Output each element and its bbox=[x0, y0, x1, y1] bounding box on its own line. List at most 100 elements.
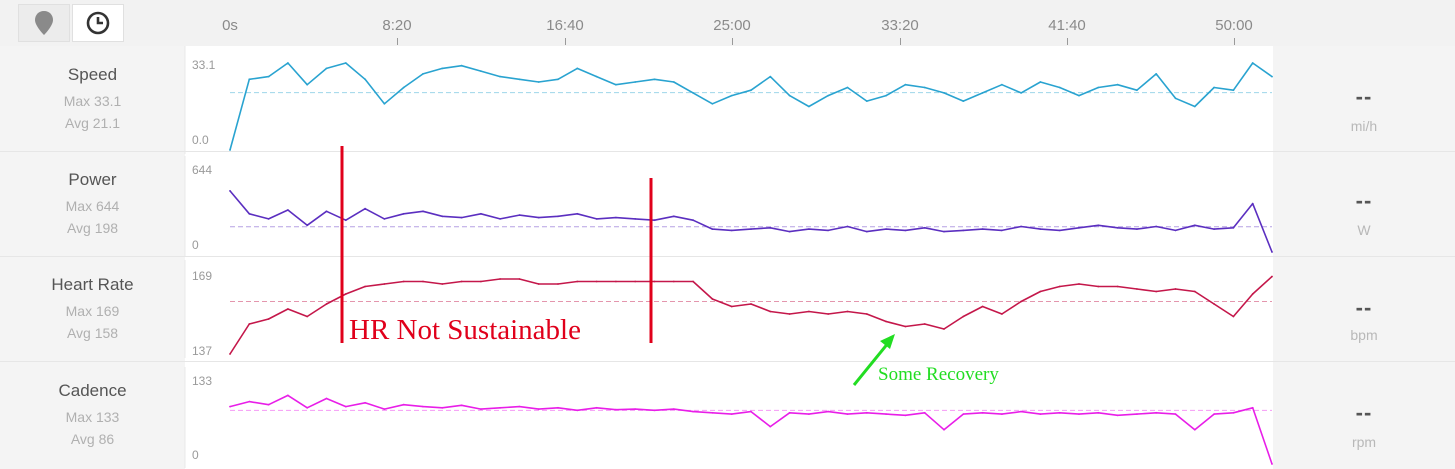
cadence-data-point bbox=[885, 413, 887, 415]
cadence-data-point bbox=[1174, 413, 1177, 415]
recovery-arrow-shaft bbox=[852, 341, 891, 386]
heart-rate-row: Heart Rate Max 169 Avg 158 -- bpm bbox=[0, 257, 1455, 361]
heart-rate-data-point bbox=[1174, 288, 1177, 290]
map-view-button[interactable] bbox=[18, 4, 70, 42]
row-divider bbox=[0, 151, 1455, 152]
heart-rate-data-point bbox=[962, 315, 965, 318]
power-axis-max-label: 644 bbox=[192, 163, 212, 177]
power-data-point bbox=[904, 229, 907, 232]
heart-rate-data-point bbox=[1193, 290, 1196, 293]
speed-data-point bbox=[730, 94, 733, 97]
power-data-point bbox=[344, 219, 347, 222]
speed-data-point bbox=[480, 70, 482, 72]
cadence-current-value: -- bbox=[1355, 400, 1373, 425]
heart-rate-data-point bbox=[1039, 290, 1042, 293]
heart-rate-data-point bbox=[537, 283, 540, 285]
heart-rate-data-point bbox=[1251, 293, 1254, 295]
speed-data-point bbox=[923, 86, 926, 89]
heart-rate-data-point bbox=[267, 318, 270, 320]
speed-data-point bbox=[1020, 92, 1022, 94]
power-data-point bbox=[923, 226, 926, 229]
speed-data-point bbox=[1078, 94, 1080, 97]
power-data-point bbox=[364, 207, 366, 210]
cadence-data-point bbox=[981, 411, 984, 414]
cadence-data-point bbox=[557, 406, 559, 409]
cadence-data-point bbox=[383, 408, 386, 410]
time-view-button[interactable] bbox=[72, 4, 124, 42]
power-data-point bbox=[769, 226, 772, 229]
heart-rate-title: Heart Rate bbox=[51, 274, 134, 294]
heart-rate-data-point bbox=[402, 280, 405, 283]
power-data-point bbox=[480, 212, 482, 215]
cadence-data-point bbox=[808, 413, 810, 415]
cadence-unit: rpm bbox=[1351, 434, 1377, 450]
cadence-data-point bbox=[827, 410, 830, 413]
time-tick-label: 16:40 bbox=[546, 17, 584, 34]
cadence-data-point bbox=[1039, 413, 1042, 415]
speed-data-point bbox=[1097, 86, 1100, 89]
heart-rate-data-point bbox=[518, 278, 521, 280]
speed-data-point bbox=[518, 78, 521, 81]
heart-rate-data-point bbox=[595, 280, 598, 283]
power-data-point bbox=[1078, 226, 1080, 229]
speed-data-point bbox=[1155, 73, 1158, 75]
power-data-point bbox=[1020, 225, 1022, 228]
cadence-data-point bbox=[943, 428, 945, 431]
power-title: Power bbox=[68, 169, 117, 189]
speed-data-point bbox=[595, 75, 598, 78]
power-data-point bbox=[1271, 251, 1273, 253]
cadence-data-point bbox=[422, 405, 424, 408]
power-max: Max 644 bbox=[65, 197, 120, 214]
heart-rate-data-point bbox=[923, 323, 926, 325]
speed-data-point bbox=[672, 81, 675, 83]
power-data-point bbox=[1039, 228, 1042, 231]
power-data-point bbox=[595, 218, 598, 220]
speed-data-point bbox=[865, 100, 868, 102]
speed-data-point bbox=[306, 83, 309, 86]
power-data-point bbox=[518, 214, 521, 217]
heart-rate-data-point bbox=[1271, 275, 1273, 278]
time-tick-mark bbox=[732, 38, 733, 45]
power-data-point bbox=[229, 190, 231, 192]
heart-rate-data-point bbox=[1155, 290, 1158, 293]
power-data-point bbox=[499, 218, 501, 220]
heart-rate-data-point bbox=[576, 280, 579, 283]
speed-data-point bbox=[943, 92, 945, 94]
power-data-point bbox=[865, 230, 868, 233]
some-recovery-label: Some Recovery bbox=[878, 364, 999, 385]
speed-series-line bbox=[229, 62, 1273, 151]
heart-rate-data-point bbox=[711, 298, 714, 300]
heart-rate-data-point bbox=[422, 280, 424, 283]
speed-data-point bbox=[287, 62, 289, 64]
cadence-data-point bbox=[248, 400, 251, 403]
speed-data-point bbox=[248, 78, 251, 81]
cadence-data-point bbox=[615, 408, 617, 411]
speed-data-point bbox=[402, 86, 405, 89]
heart-rate-label-panel: Heart Rate Max 169 Avg 158 bbox=[0, 257, 185, 361]
cadence-row: Cadence Max 133 Avg 86 -- rpm bbox=[0, 362, 1455, 469]
speed-data-point bbox=[634, 81, 637, 83]
power-data-point bbox=[1097, 224, 1100, 227]
heart-rate-axis-max-label: 169 bbox=[192, 269, 212, 283]
speed-data-point bbox=[537, 81, 540, 83]
heart-rate-unit: bpm bbox=[1350, 327, 1378, 343]
cadence-data-point bbox=[229, 405, 231, 408]
power-data-point bbox=[267, 218, 270, 220]
power-data-point bbox=[750, 228, 752, 231]
power-data-point bbox=[653, 219, 656, 222]
row-divider bbox=[0, 256, 1455, 257]
speed-title: Speed bbox=[67, 64, 118, 84]
cadence-data-point bbox=[711, 411, 714, 414]
heart-rate-current-value: -- bbox=[1355, 295, 1373, 320]
power-value-panel: -- W bbox=[1273, 152, 1455, 256]
power-data-point bbox=[537, 216, 540, 219]
heart-rate-data-point bbox=[943, 328, 945, 330]
cadence-data-point bbox=[1193, 428, 1196, 431]
power-current-value: -- bbox=[1355, 188, 1373, 213]
heart-rate-data-point bbox=[1213, 303, 1215, 305]
power-data-point bbox=[692, 219, 694, 222]
heart-rate-data-point bbox=[827, 313, 830, 315]
cadence-axis-min-label: 0 bbox=[192, 448, 199, 462]
heart-rate-data-point bbox=[383, 283, 386, 285]
